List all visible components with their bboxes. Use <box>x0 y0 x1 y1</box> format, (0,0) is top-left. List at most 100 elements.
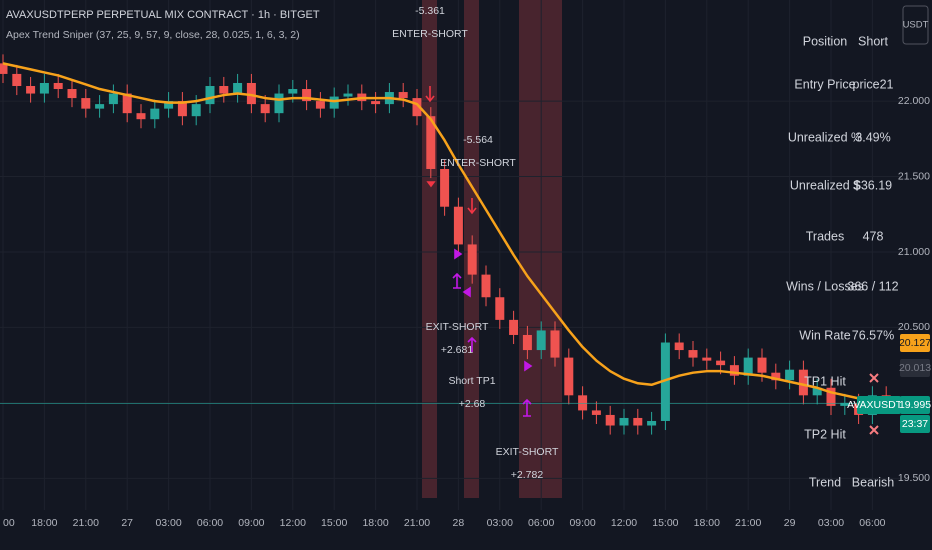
x-tick-label: 12:00 <box>280 517 306 529</box>
stat-label: Entry Price <box>794 77 855 91</box>
candle-body <box>647 420 657 426</box>
y-tick-label: 21.000 <box>898 246 930 258</box>
candle-body <box>550 330 560 358</box>
candle-body <box>785 369 795 381</box>
candle-body <box>812 387 822 396</box>
candle-body <box>205 86 215 105</box>
shading <box>422 0 562 498</box>
candle-body <box>453 206 463 245</box>
x-tick-label: 03:00 <box>487 517 513 529</box>
candle-body <box>771 372 781 381</box>
x-tick-label: 00 <box>3 517 15 529</box>
candle-body <box>81 98 91 109</box>
candle-body <box>150 108 160 120</box>
enter-arrow <box>426 181 436 188</box>
x-tick-label: 15:00 <box>321 517 347 529</box>
candle-body <box>757 357 767 373</box>
x-tick-label: 27 <box>121 517 133 529</box>
countdown-box <box>900 415 930 433</box>
candle-body <box>398 92 408 99</box>
candle-body <box>67 89 77 99</box>
x-tick-label: 21:00 <box>73 517 99 529</box>
currency-box[interactable] <box>902 5 929 45</box>
candle-body <box>136 113 146 120</box>
candle-body <box>260 104 270 114</box>
annotation-text: +2.68 <box>459 398 486 410</box>
signal-band <box>422 0 437 498</box>
x-tick-label: 18:00 <box>362 517 388 529</box>
candle-body <box>467 244 477 275</box>
y-tick-label: 19.500 <box>898 472 930 484</box>
candle-body <box>605 414 615 426</box>
candle-body <box>522 334 532 351</box>
line-label: 20.127 <box>899 337 931 349</box>
stat-value: Bearish <box>852 475 894 489</box>
last-price-label: 19.995 <box>899 399 931 411</box>
candle-body <box>371 101 381 105</box>
stat-label: Trades <box>806 229 844 243</box>
candle-body <box>288 89 298 94</box>
tp-cross <box>869 373 879 435</box>
last-price-label-box <box>900 396 930 414</box>
candle-body <box>674 342 684 351</box>
tp-arrow <box>467 336 477 352</box>
annotation-text: ENTER-SHORT <box>392 28 468 40</box>
candle-body <box>191 104 201 117</box>
x-tick-label: 12:00 <box>611 517 637 529</box>
chart-title: AVAXUSDTPERP PERPETUAL MIX CONTRACT · 1h… <box>6 9 320 21</box>
countdown: 23:37 <box>902 418 928 430</box>
stat-value: 478 <box>863 229 884 243</box>
candle-body <box>743 357 753 376</box>
candle-body <box>633 417 643 426</box>
signal-band <box>519 0 562 498</box>
candle-body <box>591 410 601 415</box>
price-labels: 20.127 20.013 AVAXUSDT.P19.995 23:37 <box>847 334 931 433</box>
candle-body <box>274 93 284 114</box>
x-tick-label: 06:00 <box>528 517 554 529</box>
stat-label: TP1 Hit <box>804 374 846 388</box>
candle-body <box>440 168 450 207</box>
indicator-name: Apex Trend Sniper (37, 25, 9, 57, 9, clo… <box>6 29 300 41</box>
candle-body <box>177 101 187 117</box>
x-tick-label: 09:00 <box>238 517 264 529</box>
stat-value: 366 / 112 <box>847 279 898 293</box>
annotation-text: EXIT-SHORT <box>426 321 489 333</box>
exit-marker <box>524 360 533 372</box>
symbol-label: AVAXUSDT.P <box>847 399 911 411</box>
candle-body <box>688 350 698 358</box>
candle-body <box>619 417 629 426</box>
stat-label: Position <box>803 34 848 48</box>
stat-label: Trend <box>809 475 841 489</box>
annotation-text: -5.361 <box>415 5 445 17</box>
candle-body <box>716 360 726 366</box>
candle-body <box>509 319 519 335</box>
x-tick-label: 29 <box>784 517 796 529</box>
candle-body <box>329 96 339 109</box>
candle-body <box>840 402 850 406</box>
x-tick-label: 06:00 <box>859 517 885 529</box>
exit-arrow <box>522 398 532 417</box>
candle-body <box>495 297 505 320</box>
plot <box>0 54 900 435</box>
stat-value: $36.19 <box>854 178 892 192</box>
annotation-text: Short TP1 <box>448 375 495 387</box>
enter-arrow <box>467 198 477 215</box>
candle-body <box>219 86 229 94</box>
exit-arrow <box>452 272 462 289</box>
candle-body <box>108 93 118 105</box>
annotations: -5.361 ENTER-SHORT -5.564 ENTER-SHORT EXIT-S… <box>392 5 559 481</box>
annotation-text: EXIT-SHORT <box>496 446 559 458</box>
x-tick-label: 06:00 <box>197 517 223 529</box>
candle-body <box>798 369 808 396</box>
line-label-box <box>900 334 930 352</box>
stat-label: Wins / Losses <box>786 279 864 293</box>
prev-label-box <box>900 359 930 377</box>
x-tick-label: 18:00 <box>31 517 57 529</box>
y-tick-label: 22.000 <box>898 95 930 107</box>
candle-body <box>564 357 574 396</box>
candle-body <box>233 82 243 94</box>
stat-label: TP2 Hit <box>804 427 846 441</box>
moving-average <box>2 62 887 403</box>
symbol-label-box <box>857 396 901 414</box>
